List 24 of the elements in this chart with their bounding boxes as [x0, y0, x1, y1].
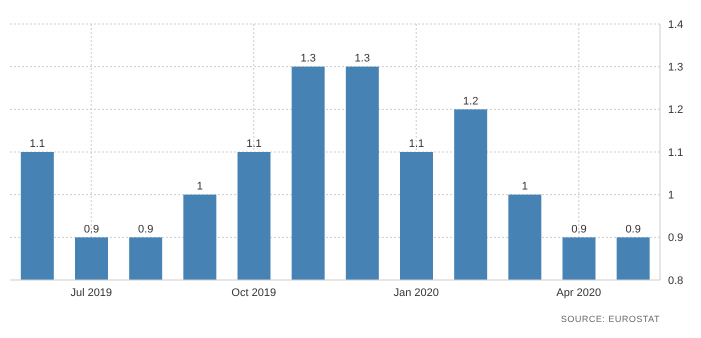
y-tick-label: 1.4	[668, 18, 684, 31]
x-tick-label: Oct 2019	[231, 286, 276, 299]
data-label: 1.1	[408, 138, 424, 150]
data-label: 1.3	[300, 52, 316, 65]
data-label: 1.3	[354, 52, 370, 65]
y-tick-label: 1.2	[668, 104, 684, 116]
y-tick-label: 0.9	[668, 232, 684, 244]
x-tick-label: Apr 2020	[556, 286, 602, 299]
data-label: 1	[522, 180, 528, 193]
data-label: 0.9	[571, 223, 587, 236]
data-label: 0.9	[626, 223, 641, 236]
y-tick-label: 1.3	[668, 62, 684, 74]
data-label: 1.1	[246, 138, 262, 150]
x-tick-label: Jan 2020	[394, 286, 439, 299]
y-tick-label: 1	[668, 190, 674, 202]
data-label: 1	[196, 180, 203, 193]
y-tick-label: 0.8	[668, 274, 684, 287]
data-label: 0.9	[84, 223, 100, 236]
source-note: SOURCE: EUROSTAT	[560, 314, 661, 324]
data-label: 1.1	[30, 138, 45, 150]
data-label: 1.2	[463, 95, 478, 108]
data-label: 0.9	[138, 223, 154, 236]
x-tick-label: Jul 2019	[70, 286, 112, 299]
y-tick-label: 1.1	[668, 146, 684, 159]
